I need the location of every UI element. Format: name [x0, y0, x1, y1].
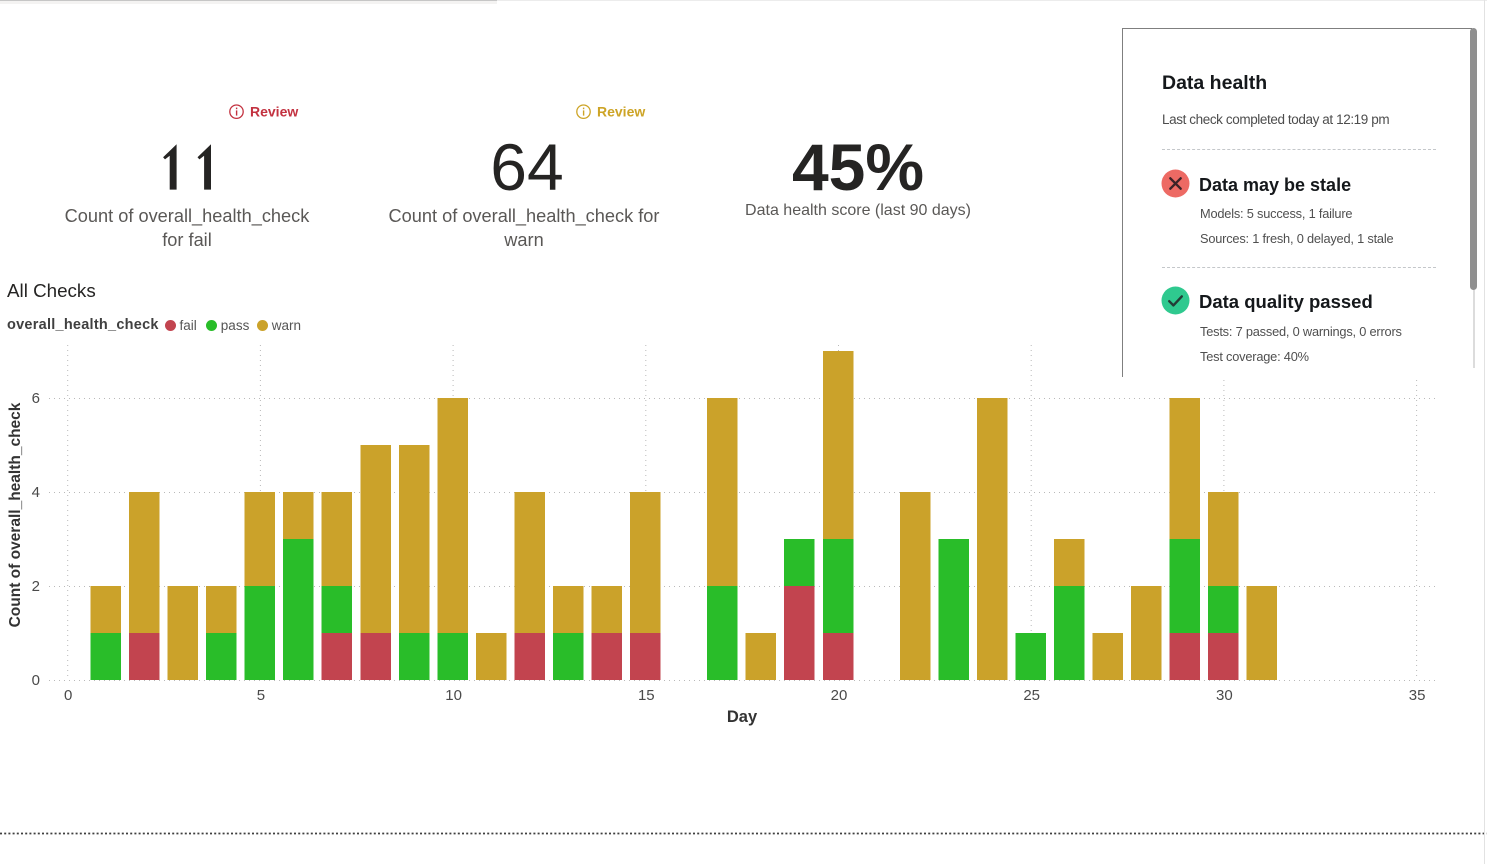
- svg-text:4: 4: [32, 484, 40, 501]
- svg-text:20: 20: [831, 687, 848, 704]
- svg-text:6: 6: [32, 390, 40, 407]
- svg-text:Count of overall_health_check: Count of overall_health_check: [7, 402, 24, 627]
- svg-text:35: 35: [1409, 687, 1426, 704]
- svg-text:Review: Review: [597, 104, 645, 120]
- svg-text:15: 15: [638, 687, 655, 704]
- svg-text:10: 10: [445, 687, 462, 704]
- svg-text:2: 2: [32, 578, 40, 595]
- svg-text:30: 30: [1216, 687, 1233, 704]
- svg-text:0: 0: [64, 687, 72, 704]
- svg-text:Review: Review: [250, 104, 298, 120]
- svg-text:Day: Day: [727, 708, 758, 726]
- svg-text:25: 25: [1023, 687, 1040, 704]
- svg-text:0: 0: [32, 672, 40, 689]
- svg-text:5: 5: [257, 687, 265, 704]
